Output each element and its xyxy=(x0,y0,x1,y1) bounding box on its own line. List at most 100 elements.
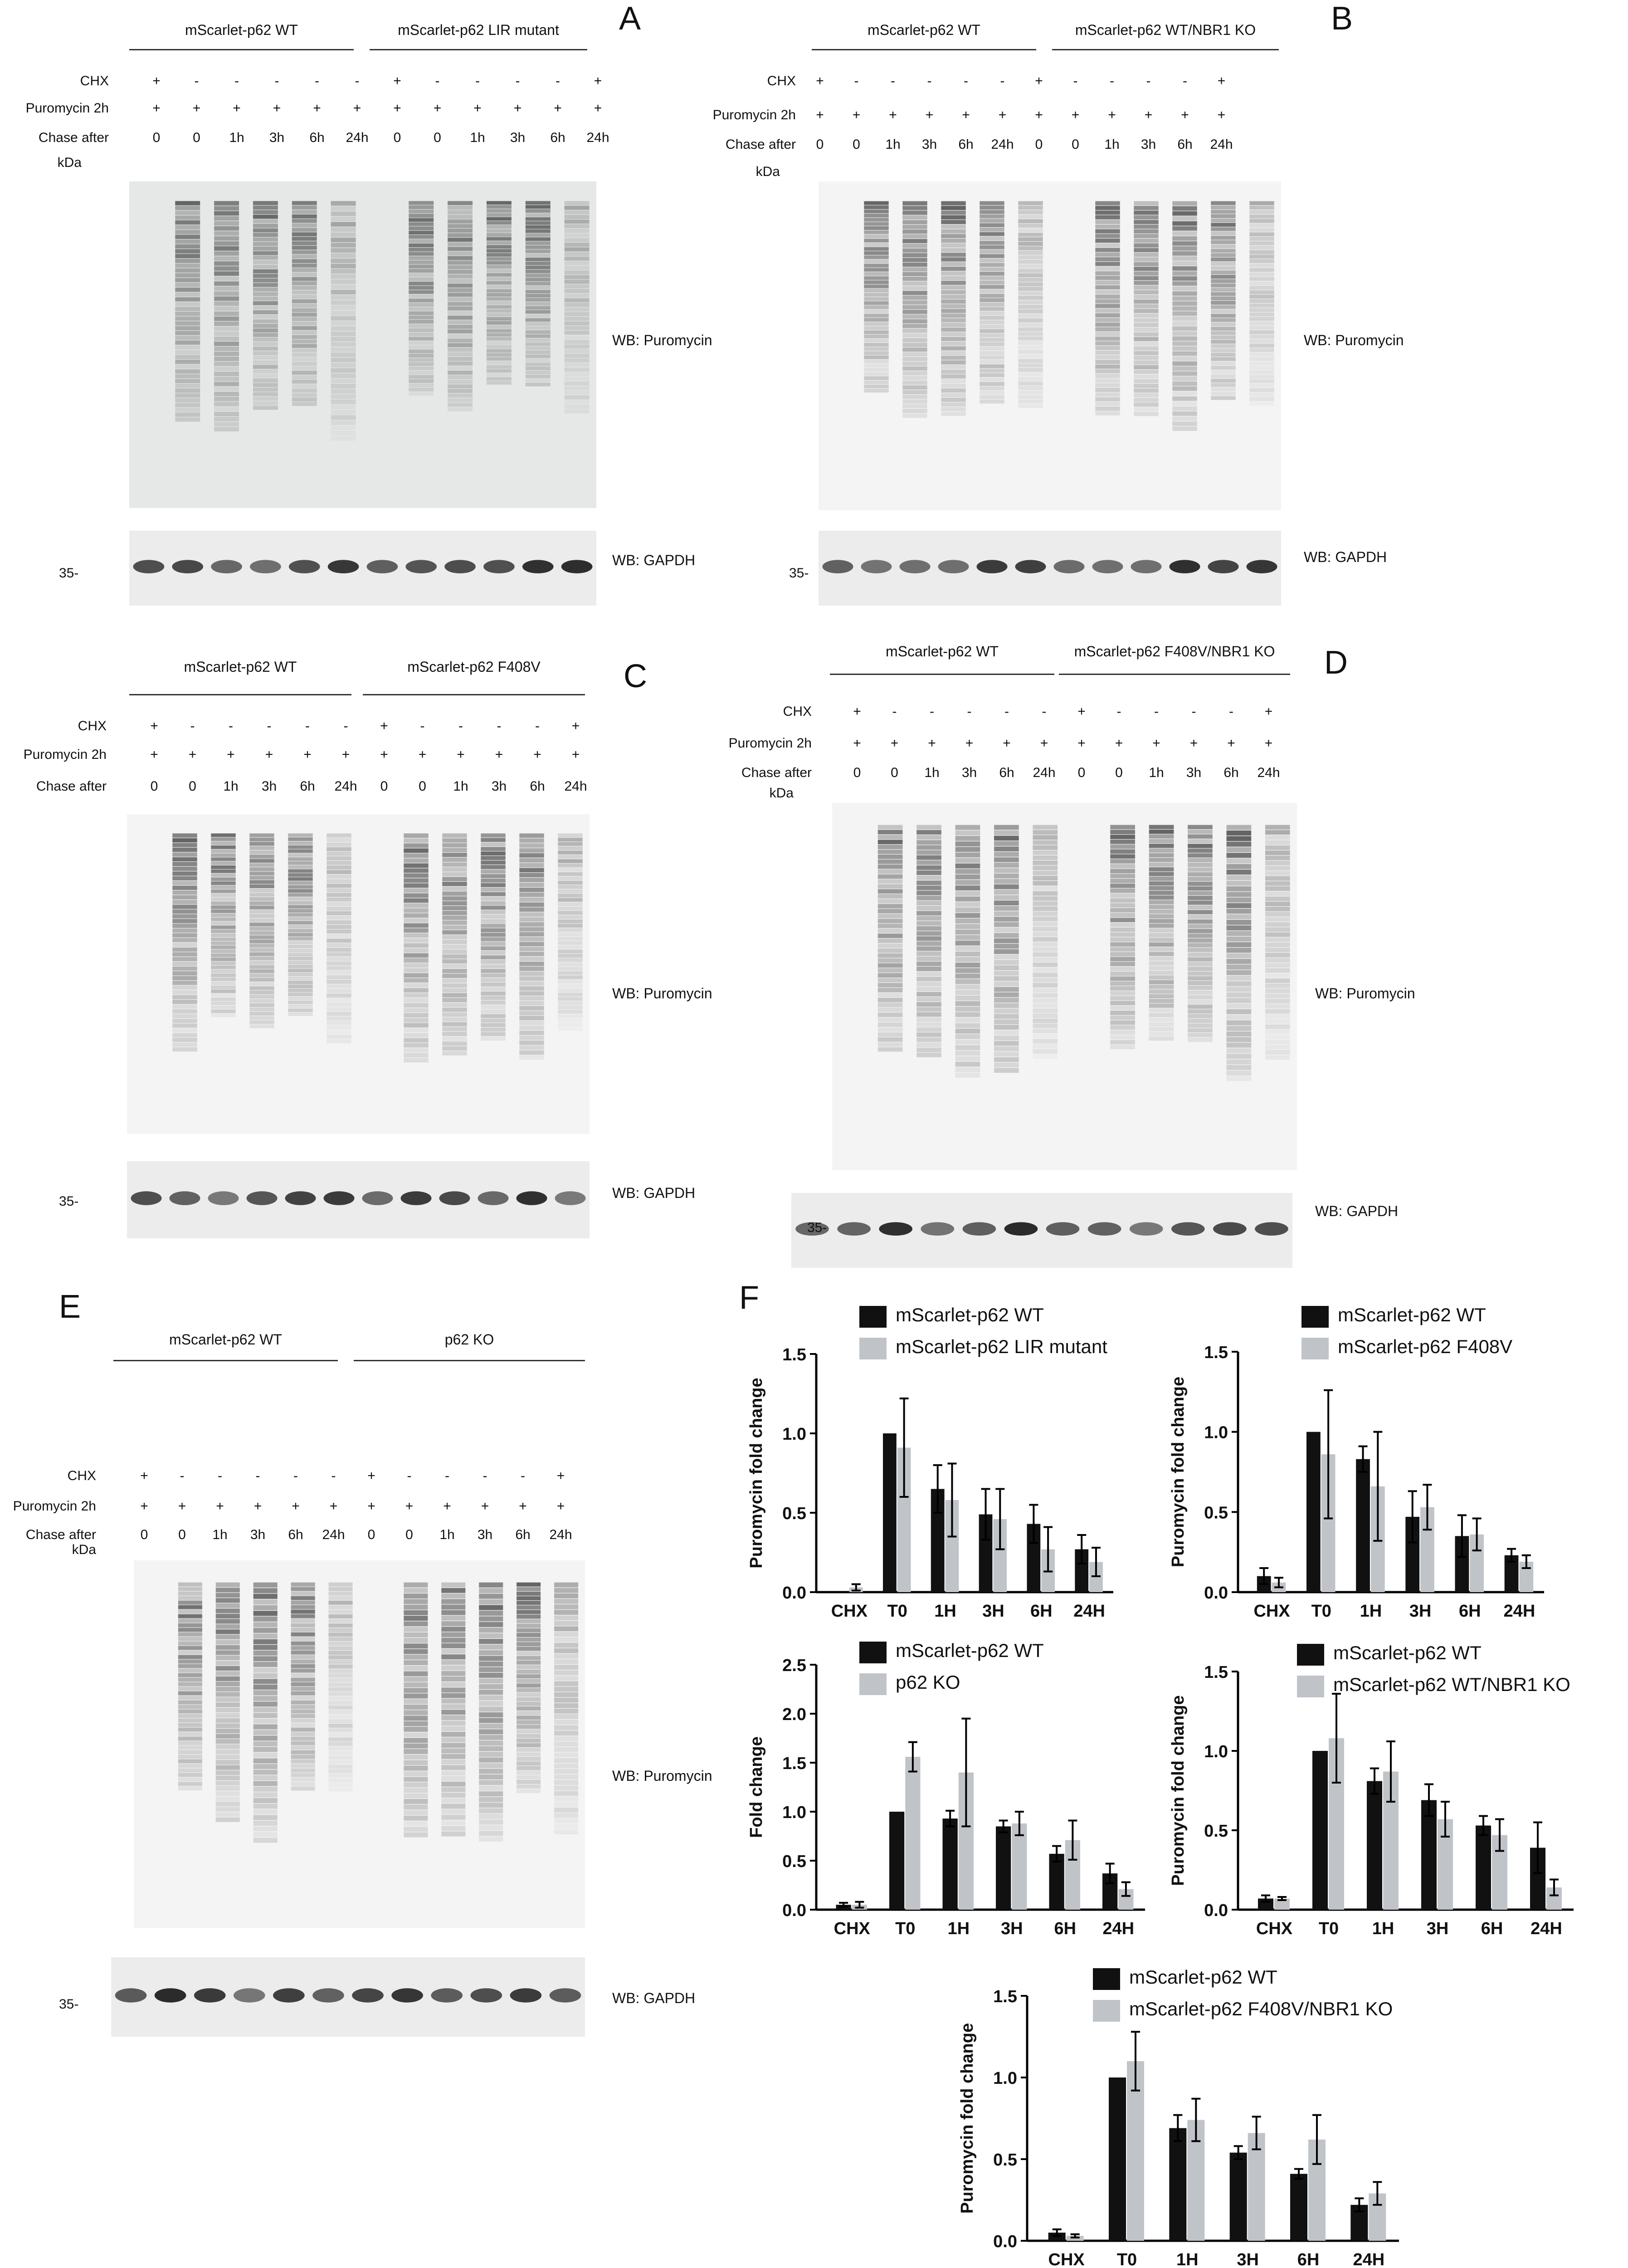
smear-band xyxy=(292,379,317,384)
smear-band xyxy=(178,1641,202,1646)
smear-band xyxy=(291,1582,315,1587)
smear-band xyxy=(1018,359,1043,363)
smear-band xyxy=(1188,825,1213,829)
smear-band xyxy=(864,259,889,264)
smear-band xyxy=(253,1735,278,1741)
smear-band xyxy=(941,411,966,416)
smear-band xyxy=(877,978,903,982)
smear-band xyxy=(517,1761,541,1766)
smear-band xyxy=(1172,321,1197,326)
smear-band xyxy=(1134,285,1159,290)
smear-band xyxy=(955,1045,980,1051)
smear-band xyxy=(1188,934,1213,938)
smear-band xyxy=(517,1688,541,1692)
smear-band xyxy=(211,978,236,981)
smear-band xyxy=(525,201,551,205)
smear-band xyxy=(517,1596,541,1601)
smear-band xyxy=(1172,326,1197,331)
smear-band xyxy=(980,364,1004,368)
smear-band xyxy=(211,985,236,989)
smear-band xyxy=(994,1014,1019,1019)
smear-band xyxy=(864,351,889,355)
y-tick-label: 1.0 xyxy=(782,1425,806,1444)
smear-band xyxy=(172,899,197,904)
smear-band xyxy=(994,1030,1019,1035)
smear-band xyxy=(481,914,506,919)
lane-value: + xyxy=(1152,736,1160,751)
smear-band xyxy=(1095,346,1120,350)
smear-band xyxy=(564,376,590,381)
lane-value: + xyxy=(571,719,580,733)
smear-band xyxy=(486,377,512,381)
lane-value: + xyxy=(1264,704,1273,719)
smear-band xyxy=(1172,251,1197,256)
row-label: Chase after xyxy=(38,130,109,145)
smear-band xyxy=(288,905,313,909)
smear-band xyxy=(288,957,313,961)
smear-band xyxy=(1018,399,1043,404)
smear-band xyxy=(1188,981,1213,985)
smear-band xyxy=(1172,351,1197,356)
smear-band xyxy=(1134,393,1159,397)
smear-band xyxy=(172,881,197,885)
smear-band xyxy=(1033,891,1058,896)
smear-band xyxy=(1095,201,1120,205)
smear-band xyxy=(980,249,1004,254)
smear-band xyxy=(554,1780,579,1785)
smear-band xyxy=(558,1027,582,1031)
gapdh-band xyxy=(1169,560,1200,574)
legend-swatch xyxy=(859,1338,887,1359)
smear-band xyxy=(1095,220,1120,224)
gapdh-band xyxy=(976,560,1008,574)
smear-band xyxy=(178,1682,202,1686)
smear-band xyxy=(1095,397,1120,401)
smear-band xyxy=(564,293,590,298)
smear-band xyxy=(479,1610,503,1616)
y-tick-label: 0.5 xyxy=(782,1504,806,1523)
bar-comparison xyxy=(905,1757,921,1910)
smear-band xyxy=(1149,848,1174,853)
smear-band xyxy=(994,1041,1019,1046)
smear-band xyxy=(253,228,278,233)
smear-band xyxy=(292,317,317,322)
smear-band xyxy=(211,849,236,853)
gapdh-blot xyxy=(819,531,1281,606)
smear-band xyxy=(902,277,927,281)
gapdh-band xyxy=(439,1191,470,1205)
smear-band xyxy=(1249,343,1274,348)
row-label: Puromycin 2h xyxy=(728,736,812,751)
smear-band xyxy=(292,286,317,290)
row-label: Puromycin 2h xyxy=(13,1499,96,1514)
group-label: p62 KO xyxy=(444,1331,494,1348)
smear-band xyxy=(564,312,590,317)
smear-band xyxy=(178,1759,202,1764)
smear-band xyxy=(902,338,927,342)
smear-band xyxy=(980,395,1004,399)
smear-band xyxy=(902,333,927,338)
smear-band xyxy=(479,1667,503,1672)
gapdh-band xyxy=(312,1988,344,2003)
smear-band xyxy=(214,342,239,346)
smear-band xyxy=(175,235,200,239)
smear-band xyxy=(215,1624,240,1629)
smear-band xyxy=(479,1588,503,1593)
smear-band xyxy=(955,863,980,869)
smear-band xyxy=(481,1014,506,1018)
smear-band xyxy=(519,1050,544,1055)
smear-band xyxy=(404,1682,428,1687)
smear-band xyxy=(1265,917,1290,922)
smear-band xyxy=(994,873,1019,879)
lane-value: 3h xyxy=(491,779,507,794)
smear-band xyxy=(525,213,551,217)
smear-band xyxy=(442,862,467,867)
smear-band xyxy=(448,274,473,279)
smear-band xyxy=(291,1723,315,1727)
smear-band xyxy=(404,973,429,978)
smear-band xyxy=(1110,1040,1135,1045)
lane-value: 3h xyxy=(1141,137,1156,152)
smear-band xyxy=(253,1747,278,1752)
smear-band xyxy=(479,1678,503,1684)
smear-band xyxy=(481,1018,506,1023)
smear-band xyxy=(955,913,980,918)
